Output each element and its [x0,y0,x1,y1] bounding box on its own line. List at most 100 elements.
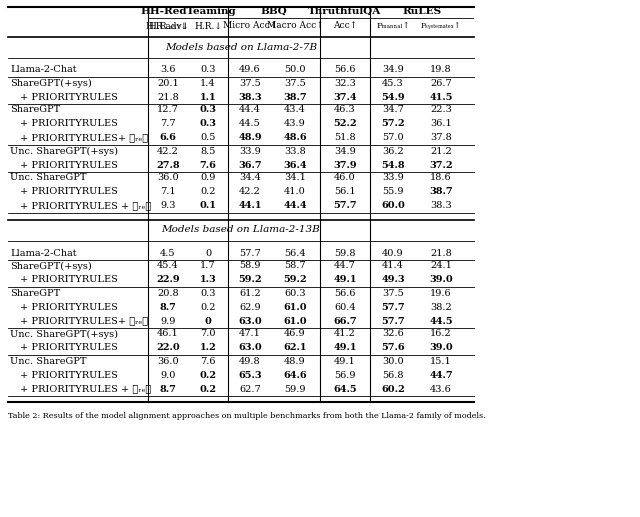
Text: 12.7: 12.7 [157,105,179,114]
Text: 0.5: 0.5 [200,133,216,143]
Text: 8.5: 8.5 [200,146,216,156]
Text: H.R.ₐ⁤₅₇↓: H.R.ₐ⁤₅₇↓ [148,22,188,31]
Text: 57.7: 57.7 [239,249,261,257]
Text: 0.9: 0.9 [200,174,216,183]
Text: 37.5: 37.5 [284,79,306,87]
Text: Macro Acc↑: Macro Acc↑ [267,22,323,31]
Text: 3.6: 3.6 [160,66,176,74]
Text: 7.0: 7.0 [200,329,216,339]
Text: 36.7: 36.7 [238,160,262,170]
Text: 9.9: 9.9 [160,316,176,326]
Text: 45.3: 45.3 [382,79,404,87]
Text: 50.0: 50.0 [284,66,306,74]
Text: 58.9: 58.9 [239,262,260,270]
Text: 49.1: 49.1 [333,343,356,353]
Text: 59.2: 59.2 [238,276,262,284]
Text: 46.9: 46.9 [284,329,306,339]
Text: 61.0: 61.0 [283,316,307,326]
Text: 37.4: 37.4 [333,93,357,101]
Text: 44.5: 44.5 [429,316,453,326]
Text: 60.4: 60.4 [334,302,356,312]
Text: 1.1: 1.1 [200,93,216,101]
Text: 22.3: 22.3 [430,105,452,114]
Text: 21.8: 21.8 [157,93,179,101]
Text: 55.9: 55.9 [382,188,404,196]
Text: 41.2: 41.2 [334,329,356,339]
Text: 30.0: 30.0 [382,357,404,366]
Text: Pₘₐₙₙₐₗ↑: Pₘₐₙₙₐₗ↑ [376,22,410,30]
Text: 60.2: 60.2 [381,385,405,393]
Text: Llama-2-Chat: Llama-2-Chat [10,249,77,257]
Text: 44.7: 44.7 [334,262,356,270]
Text: 41.0: 41.0 [284,188,306,196]
Text: 1.4: 1.4 [200,79,216,87]
Text: 34.9: 34.9 [334,146,356,156]
Text: 52.2: 52.2 [333,119,357,129]
Text: 24.1: 24.1 [430,262,452,270]
Text: 21.8: 21.8 [430,249,452,257]
Text: 22.9: 22.9 [156,276,180,284]
Text: 8.7: 8.7 [159,385,177,393]
Text: 49.6: 49.6 [239,66,261,74]
Text: 0.3: 0.3 [200,119,216,129]
Text: Unc. ShareGPT(+sys): Unc. ShareGPT(+sys) [10,146,118,156]
Text: 66.7: 66.7 [333,316,357,326]
Text: 59.2: 59.2 [283,276,307,284]
Text: Models based on Llama-2-7B: Models based on Llama-2-7B [165,42,317,52]
Text: 0.2: 0.2 [200,385,216,393]
Text: 0: 0 [205,249,211,257]
Text: 62.7: 62.7 [239,385,261,393]
Text: + PRIORITYRULES+ ℒᵣₑ⁦: + PRIORITYRULES+ ℒᵣₑ⁦ [20,316,148,326]
Text: 57.6: 57.6 [381,343,405,353]
Text: RuLES: RuLES [403,7,442,16]
Text: Unc. ShareGPT: Unc. ShareGPT [10,357,86,366]
Text: 1.7: 1.7 [200,262,216,270]
Text: 38.7: 38.7 [429,188,453,196]
Text: 44.7: 44.7 [429,371,453,379]
Text: 19.8: 19.8 [430,66,452,74]
Text: 49.1: 49.1 [334,357,356,366]
Text: 44.4: 44.4 [283,202,307,210]
Text: + PRIORITYRULES: + PRIORITYRULES [20,188,118,196]
Text: 47.1: 47.1 [239,329,261,339]
Text: 32.3: 32.3 [334,79,356,87]
Text: + PRIORITYRULES: + PRIORITYRULES [20,93,118,101]
Text: 56.6: 56.6 [334,288,356,297]
Text: 44.1: 44.1 [238,202,262,210]
Text: 63.0: 63.0 [238,316,262,326]
Text: + PRIORITYRULES + ℒᵣₑ⁦: + PRIORITYRULES + ℒᵣₑ⁦ [20,385,151,393]
Text: 43.6: 43.6 [430,385,452,393]
Text: 19.6: 19.6 [430,288,452,297]
Text: 36.0: 36.0 [157,357,179,366]
Text: 58.7: 58.7 [284,262,306,270]
Text: 62.9: 62.9 [239,302,261,312]
Text: 42.2: 42.2 [157,146,179,156]
Text: 22.0: 22.0 [156,343,180,353]
Text: 46.3: 46.3 [334,105,356,114]
Text: 33.9: 33.9 [239,146,261,156]
Text: 65.3: 65.3 [238,371,262,379]
Text: 59.9: 59.9 [284,385,306,393]
Text: 0.1: 0.1 [200,202,216,210]
Text: Llama-2-Chat: Llama-2-Chat [10,66,77,74]
Text: + PRIORITYRULES: + PRIORITYRULES [20,119,118,129]
Text: 60.3: 60.3 [284,288,306,297]
Text: 16.2: 16.2 [430,329,452,339]
Text: 6.6: 6.6 [159,133,177,143]
Text: 60.0: 60.0 [381,202,405,210]
Text: 49.8: 49.8 [239,357,261,366]
Text: + PRIORITYRULES: + PRIORITYRULES [20,160,118,170]
Text: 48.9: 48.9 [284,357,306,366]
Text: 57.0: 57.0 [382,133,404,143]
Text: 38.2: 38.2 [430,302,452,312]
Text: 20.8: 20.8 [157,288,179,297]
Text: Unc. ShareGPT(+sys): Unc. ShareGPT(+sys) [10,329,118,339]
Text: 42.2: 42.2 [239,188,261,196]
Text: + PRIORITYRULES+ ℒᵣₑ⁦: + PRIORITYRULES+ ℒᵣₑ⁦ [20,133,148,143]
Text: 61.2: 61.2 [239,288,261,297]
Text: 48.9: 48.9 [238,133,262,143]
Text: 43.4: 43.4 [284,105,306,114]
Text: Models based on Llama-2-13B: Models based on Llama-2-13B [162,225,321,235]
Text: 37.5: 37.5 [239,79,261,87]
Text: 62.1: 62.1 [284,343,307,353]
